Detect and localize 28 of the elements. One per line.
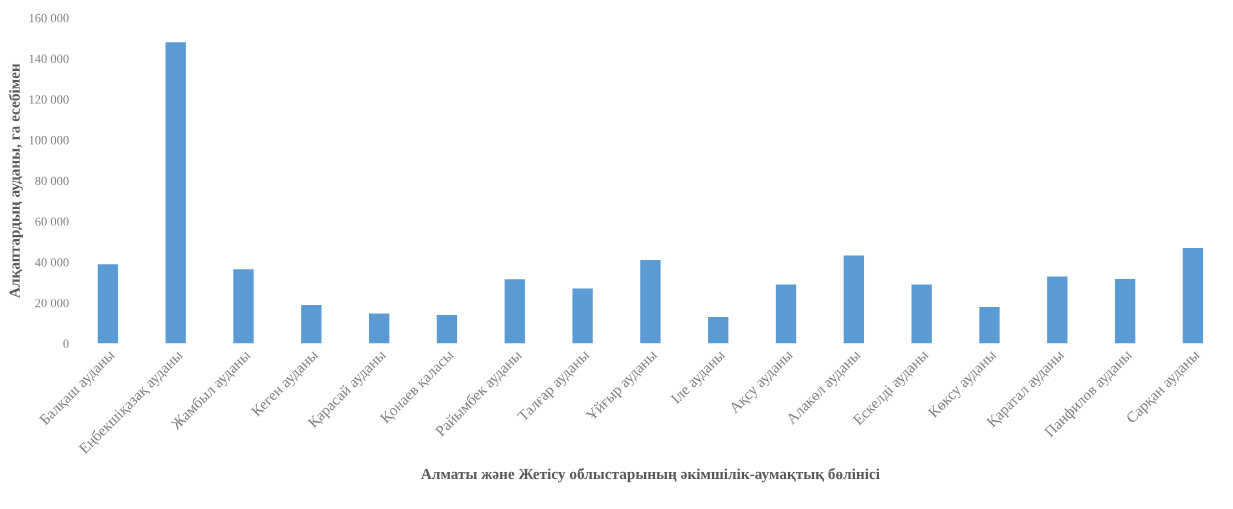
bar xyxy=(1114,279,1136,344)
bar xyxy=(1182,247,1204,344)
y-tick-label: 160 000 xyxy=(29,13,69,23)
bar xyxy=(572,288,593,344)
bar xyxy=(979,306,1000,344)
bar xyxy=(233,269,254,344)
y-tick-label: 120 000 xyxy=(29,95,69,104)
bar xyxy=(97,264,119,344)
bar xyxy=(301,304,322,344)
y-tick-label: 20 000 xyxy=(35,298,69,308)
y-tick-label: 0 xyxy=(63,339,69,349)
bar xyxy=(843,255,865,344)
y-axis-title: Алқаптардың ауданы, га есебімен xyxy=(8,63,23,298)
x-axis-title: Алматы және Жетісу облыстарының әкімшілік-аумақтық бөлінісі xyxy=(420,468,880,483)
bar xyxy=(708,317,729,344)
y-tick-label: 40 000 xyxy=(34,258,69,267)
bar xyxy=(504,279,525,344)
bar xyxy=(640,260,661,344)
y-tick-label: 80 000 xyxy=(35,176,69,186)
bar xyxy=(775,284,797,344)
bar xyxy=(911,284,932,344)
bar xyxy=(165,42,186,344)
bar xyxy=(1047,276,1068,344)
bar xyxy=(368,313,390,344)
bar xyxy=(436,315,458,344)
y-tick-label: 60 000 xyxy=(35,217,69,226)
y-tick-label: 100 000 xyxy=(29,136,69,145)
y-tick-label: 140 000 xyxy=(29,54,69,63)
